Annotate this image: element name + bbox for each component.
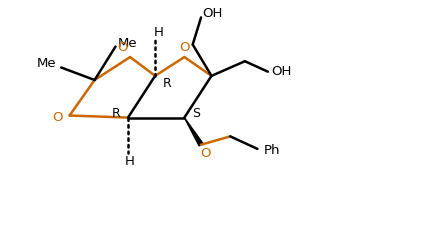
Text: O: O bbox=[117, 41, 128, 54]
Text: O: O bbox=[52, 111, 63, 124]
Polygon shape bbox=[184, 118, 203, 146]
Text: OH: OH bbox=[271, 65, 291, 78]
Text: O: O bbox=[179, 41, 190, 54]
Text: H: H bbox=[154, 25, 163, 39]
Text: R: R bbox=[112, 107, 121, 120]
Text: H: H bbox=[125, 155, 135, 168]
Text: Me: Me bbox=[37, 57, 56, 70]
Text: O: O bbox=[200, 147, 211, 160]
Text: Ph: Ph bbox=[264, 144, 280, 158]
Text: S: S bbox=[192, 107, 200, 120]
Text: R: R bbox=[162, 77, 171, 90]
Text: Me: Me bbox=[118, 37, 138, 50]
Text: OH: OH bbox=[203, 7, 223, 20]
